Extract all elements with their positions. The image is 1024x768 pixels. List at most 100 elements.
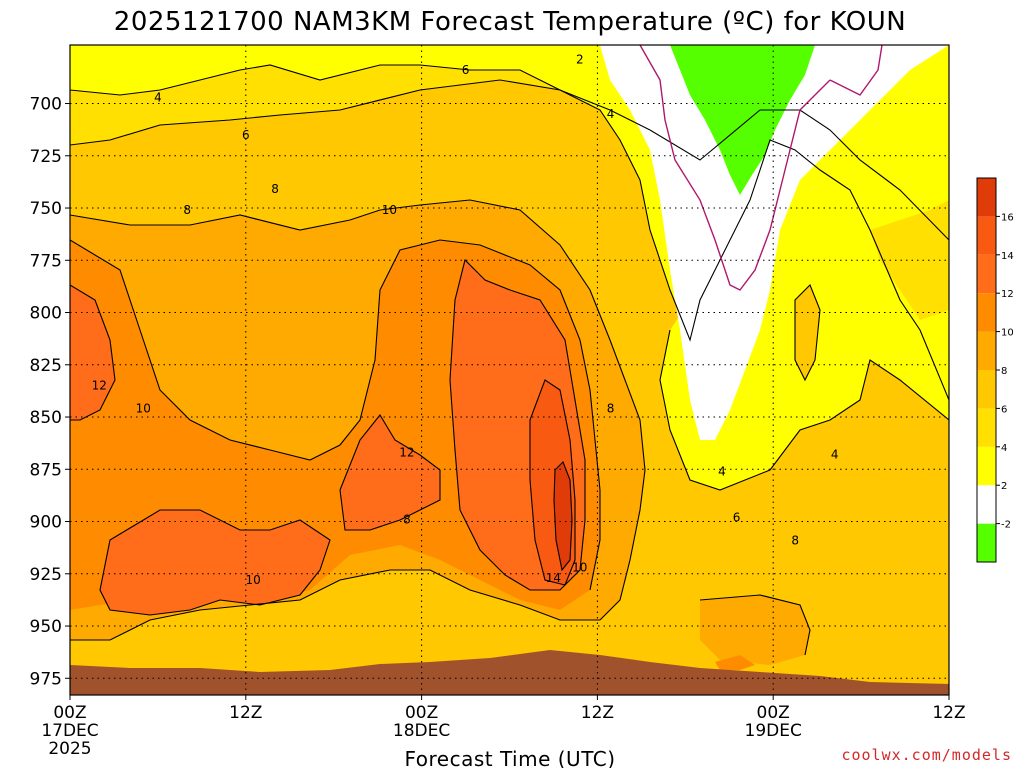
- contour-label: 8: [403, 512, 411, 526]
- contour-label: 12: [399, 446, 414, 460]
- x-tick-label: 17DEC: [41, 721, 98, 741]
- fill-12-14-lowerleft: [100, 510, 330, 615]
- x-tick-label: 2025: [48, 739, 91, 759]
- fill-12-14-middle: [340, 415, 440, 530]
- fill-6-8-right: [795, 285, 820, 380]
- contour-label: 8: [791, 533, 799, 547]
- colorbar-bin: [977, 254, 996, 294]
- contour-16: [553, 461, 573, 572]
- contour-label: 10: [382, 203, 397, 217]
- fill-minus2-2: [600, 45, 949, 440]
- credit-text: coolwx.com/models: [841, 746, 1012, 764]
- y-tick-label: 775: [30, 251, 62, 271]
- x-tick-label: 12Z: [932, 703, 965, 723]
- x-tick-label: 00Z: [405, 703, 438, 723]
- y-tick-label: 725: [30, 147, 62, 167]
- chart-title: 2025121700 NAM3KM Forecast Temperature (…: [114, 7, 906, 37]
- y-tick-label: 875: [30, 460, 62, 480]
- x-tick-label: 00Z: [53, 703, 86, 723]
- colorbar-bin: [977, 485, 996, 524]
- y-tick-label: 800: [30, 304, 62, 324]
- colorbar-label: 14: [1001, 251, 1014, 262]
- plot-frame: [69, 44, 950, 696]
- colorbar-bin: [977, 178, 996, 217]
- colorbar-bin: [977, 216, 996, 255]
- y-tick-label: 950: [30, 617, 62, 637]
- plot-area: [70, 45, 949, 695]
- fill-above-16: [554, 462, 572, 570]
- terrain: [70, 650, 949, 695]
- x-tick-label: 00Z: [757, 703, 790, 723]
- contour-12: [449, 258, 586, 591]
- contour-labels: 2 4 6 4 6 8 8 10 12 10 8 4 12 8 4 6 8 10 14 10: [92, 53, 839, 587]
- zero-contours: [639, 45, 883, 291]
- contour-8-lower: [70, 569, 600, 641]
- fill-below-minus2: [670, 45, 815, 195]
- contour-12-middle: [339, 414, 441, 531]
- y-tick-label: 700: [30, 95, 62, 115]
- contour-8: [70, 199, 646, 621]
- contour-label: 6: [242, 128, 250, 142]
- colorbar-label: 12: [1001, 289, 1014, 300]
- contour-10: [70, 239, 601, 591]
- contour-label: 6: [462, 63, 470, 77]
- contour-label: 4: [831, 448, 839, 462]
- colorbar-bin: [977, 331, 996, 370]
- x-tick-label: 19DEC: [745, 721, 802, 741]
- contour-label: 14: [546, 571, 561, 585]
- colorbar-bin: [977, 446, 996, 486]
- contour-label: 8: [607, 402, 615, 416]
- contour-label: 6: [733, 510, 741, 524]
- colorbar-label: 6: [1001, 404, 1007, 415]
- contour-label: 10: [136, 402, 151, 416]
- y-tick-label: 975: [30, 669, 62, 689]
- colorbar-label: 2: [1001, 481, 1007, 492]
- x-tick-label: 12Z: [229, 703, 262, 723]
- contour-lines: [70, 64, 949, 656]
- colorbar-label: 4: [1001, 443, 1007, 454]
- colorbar-label: 10: [1001, 328, 1014, 339]
- contour-label: 8: [183, 203, 191, 217]
- contour-6-right: [794, 284, 821, 382]
- zero-contour-right: [829, 45, 883, 96]
- x-axis-title: Forecast Time (UTC): [404, 747, 615, 768]
- contour-label: 4: [154, 90, 162, 104]
- contour-14: [529, 379, 576, 586]
- y-tick-label: 850: [30, 408, 62, 428]
- fill-12-14-left: [70, 285, 115, 420]
- contour-label: 10: [572, 561, 587, 575]
- fill-4-6-right: [870, 200, 949, 320]
- contour-label: 10: [245, 573, 260, 587]
- contour-2-right: [659, 329, 949, 491]
- contour-label: 2: [576, 53, 584, 67]
- colorbar-label: -2: [1001, 520, 1011, 531]
- colorbar: -2 2 4 6 8 10 12 14 16: [976, 177, 1014, 563]
- contour-label: 8: [271, 182, 279, 196]
- colorbar-label: 16: [1001, 212, 1014, 223]
- zero-contour-left: [639, 45, 831, 291]
- contour-8-lowerright: [699, 594, 811, 656]
- contour-4: [70, 64, 949, 401]
- fill-8-10-lowerright: [700, 595, 810, 665]
- contour-12-lowerleft: [99, 509, 331, 616]
- y-axis: 700 725 750 775 800 825 850 875 900 925 950 975: [30, 95, 70, 689]
- grid: [70, 45, 949, 695]
- contour-label: 4: [718, 464, 726, 478]
- contour-label: 4: [607, 107, 615, 121]
- colorbar-label: 8: [1001, 366, 1007, 377]
- contour-12-left: [70, 284, 116, 421]
- contour-6: [70, 79, 949, 241]
- colorbar-bin: [977, 370, 996, 409]
- colorbar-bin: [977, 293, 996, 332]
- x-tick-label: 18DEC: [393, 721, 450, 741]
- x-tick-label: 12Z: [581, 703, 614, 723]
- y-tick-label: 825: [30, 356, 62, 376]
- y-tick-label: 750: [30, 199, 62, 219]
- colorbar-bin: [977, 408, 996, 447]
- contour-label: 12: [92, 379, 107, 393]
- y-tick-label: 900: [30, 513, 62, 533]
- fill-10-12-lowerright: [715, 655, 755, 670]
- colorbar-bin: [977, 523, 996, 562]
